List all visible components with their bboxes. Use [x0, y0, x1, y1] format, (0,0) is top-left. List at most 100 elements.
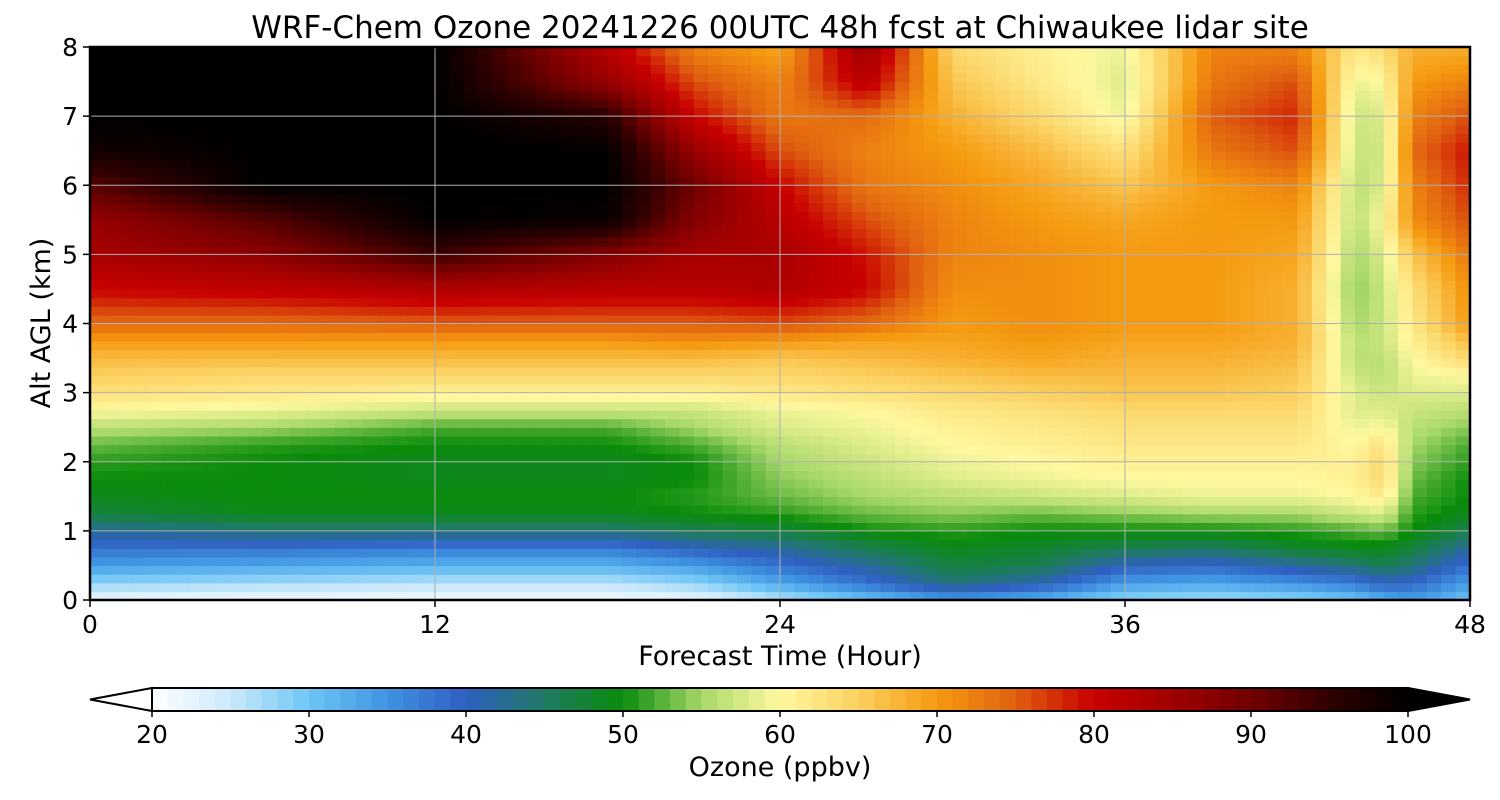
heatmap-cell	[435, 383, 451, 394]
heatmap-cell	[161, 427, 177, 437]
heatmap-cell	[521, 409, 537, 420]
heatmap-cell	[665, 280, 681, 290]
heatmap-cell	[1182, 392, 1198, 402]
heatmap-cell	[1311, 444, 1327, 454]
heatmap-cell	[1168, 375, 1184, 385]
heatmap-cell	[1211, 150, 1227, 161]
heatmap-cell	[1441, 271, 1457, 281]
heatmap-cell	[1283, 487, 1299, 498]
heatmap-cell	[133, 332, 149, 342]
heatmap-cell	[90, 219, 106, 230]
heatmap-cell	[866, 461, 882, 472]
heatmap-cell	[1426, 254, 1442, 264]
heatmap-cell	[305, 280, 321, 290]
heatmap-cell	[133, 409, 149, 420]
heatmap-cell	[564, 340, 580, 351]
heatmap-cell	[1254, 228, 1270, 238]
heatmap-cell	[262, 314, 278, 325]
heatmap-cell	[952, 332, 968, 342]
heatmap-cell	[248, 159, 264, 169]
heatmap-cell	[506, 323, 522, 333]
heatmap-cell	[506, 150, 522, 161]
heatmap-cell	[1311, 548, 1327, 558]
heatmap-cell	[1355, 202, 1371, 212]
heatmap-cell	[147, 539, 163, 549]
heatmap-cell	[1412, 409, 1428, 420]
heatmap-cell	[1196, 254, 1212, 264]
heatmap-cell	[248, 271, 264, 281]
heatmap-cell	[435, 323, 451, 333]
heatmap-cell	[161, 574, 177, 584]
heatmap-cell	[1010, 159, 1026, 169]
heatmap-cell	[650, 219, 666, 230]
heatmap-cell	[176, 375, 192, 385]
heatmap-cell	[981, 150, 997, 161]
heatmap-cell	[981, 435, 997, 446]
heatmap-cell	[363, 418, 379, 428]
heatmap-cell	[1369, 306, 1385, 316]
heatmap-cell	[665, 167, 681, 178]
heatmap-cell	[1297, 366, 1313, 377]
heatmap-cell	[578, 280, 594, 290]
heatmap-cell	[190, 392, 206, 402]
heatmap-cell	[276, 358, 292, 368]
heatmap-cell	[866, 496, 882, 506]
heatmap-cell	[1297, 245, 1313, 256]
heatmap-cell	[276, 314, 292, 325]
heatmap-cell	[650, 150, 666, 161]
heatmap-cell	[1168, 582, 1184, 593]
heatmap-cell	[780, 150, 796, 161]
heatmap-cell	[722, 340, 738, 351]
heatmap-cell	[923, 504, 939, 515]
heatmap-cell	[621, 470, 637, 480]
heatmap-cell	[1355, 219, 1371, 230]
heatmap-cell	[1182, 530, 1198, 541]
heatmap-cell	[938, 453, 954, 463]
heatmap-cell	[147, 332, 163, 342]
heatmap-cell	[1455, 271, 1470, 281]
heatmap-cell	[406, 556, 422, 567]
heatmap-cell	[478, 591, 494, 600]
heatmap-cell	[607, 219, 623, 230]
heatmap-cell	[593, 565, 609, 575]
heatmap-cell	[535, 150, 551, 161]
heatmap-cell	[837, 271, 853, 281]
heatmap-cell	[90, 539, 106, 549]
heatmap-cell	[334, 504, 350, 515]
heatmap-cell	[1340, 401, 1356, 411]
heatmap-cell	[665, 211, 681, 221]
heatmap-cell	[1268, 314, 1284, 325]
heatmap-cell	[866, 375, 882, 385]
heatmap-cell	[1283, 530, 1299, 541]
heatmap-cell	[995, 228, 1011, 238]
heatmap-cell	[449, 479, 465, 489]
heatmap-cell	[1326, 513, 1342, 523]
heatmap-cell	[1182, 565, 1198, 575]
heatmap-cell	[1010, 306, 1026, 316]
heatmap-cell	[736, 539, 752, 549]
heatmap-cell	[1283, 297, 1299, 307]
heatmap-cell	[248, 556, 264, 567]
heatmap-cell	[780, 522, 796, 532]
heatmap-cell	[1326, 271, 1342, 281]
heatmap-cell	[593, 159, 609, 169]
heatmap-cell	[751, 496, 767, 506]
heatmap-cell	[1412, 479, 1428, 489]
heatmap-cell	[1168, 323, 1184, 333]
heatmap-cell	[708, 392, 724, 402]
heatmap-cell	[722, 530, 738, 541]
heatmap-cell	[1096, 556, 1112, 567]
heatmap-cell	[1340, 176, 1356, 186]
heatmap-cell	[1024, 522, 1040, 532]
heatmap-cell	[161, 435, 177, 446]
heatmap-cell	[722, 504, 738, 515]
heatmap-cell	[1067, 444, 1083, 454]
heatmap-cell	[636, 150, 652, 161]
heatmap-cell	[1240, 297, 1256, 307]
heatmap-cell	[463, 453, 479, 463]
heatmap-cell	[377, 254, 393, 264]
heatmap-cell	[1383, 228, 1399, 238]
heatmap-cell	[765, 167, 781, 178]
heatmap-cell	[1355, 565, 1371, 575]
heatmap-cell	[305, 176, 321, 186]
